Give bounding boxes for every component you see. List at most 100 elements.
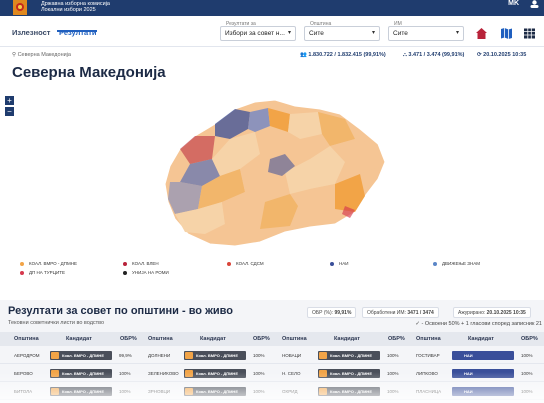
tab-turnout[interactable]: Излезност	[12, 28, 51, 37]
col-header[interactable]: Кандидат	[468, 336, 494, 342]
chevron-down-icon: ▾	[287, 30, 291, 36]
legend-dot	[20, 261, 24, 266]
party-logo-icon	[319, 352, 327, 359]
col-header[interactable]: Кандидат	[66, 336, 92, 342]
polling-stations-value: 3.471 / 3.474 (99,91%)	[408, 52, 465, 58]
table-row[interactable]	[0, 347, 544, 364]
region-tetovo[interactable]	[180, 136, 215, 164]
region-south-small[interactable]	[342, 206, 355, 218]
breadcrumb-label: Северна Македонија	[17, 52, 71, 58]
active-tab-indicator	[57, 30, 97, 32]
site-title-line2: Локални избори 2025	[41, 7, 96, 13]
legend-dot	[123, 270, 127, 275]
candidate-label: Коал. ВМРО - ДПМНЕ	[196, 353, 238, 358]
region-shtip[interactable]	[285, 146, 345, 194]
region-east[interactable]	[330, 139, 382, 174]
col-header[interactable]: Општина	[148, 336, 173, 342]
municipality-select[interactable]: Сите ▾	[304, 26, 380, 41]
results-for-select[interactable]: Избори за совет н... ▾	[220, 26, 296, 41]
region-struga[interactable]	[168, 182, 202, 214]
region-debar[interactable]	[198, 169, 245, 209]
legend-label: ДВИЖЕЊЕ ЗНАМ	[442, 261, 480, 266]
voters-stat: 👥 1.830.722 / 1.832.415 (99,91%)	[300, 52, 386, 58]
location-pin-icon: ⚲	[12, 52, 17, 58]
region-skopje-center[interactable]	[268, 108, 290, 132]
municipality-cell: НОВАЦИ	[282, 353, 302, 358]
voters-stat-value: 1.830.722 / 1.832.415 (99,91%)	[308, 52, 386, 58]
legend-dot	[433, 261, 437, 266]
region-center-west[interactable]	[212, 132, 260, 176]
legend-dot	[330, 261, 334, 266]
col-header[interactable]: Општина	[416, 336, 441, 342]
region-prilep[interactable]	[240, 169, 290, 202]
candidate-badge[interactable]: НАИ	[452, 351, 514, 360]
municipality-cell: АЕРОДРОМ	[14, 353, 40, 358]
candidate-label: Коал. ВМРО - ДПМНЕ	[330, 353, 372, 358]
language-switch[interactable]: MK	[508, 0, 519, 7]
processed-label: Обработени ИМ:	[367, 310, 406, 316]
zoom-in-button[interactable]: +	[5, 96, 14, 105]
updated-pill: Ажурирано: 20.10.2025 10:35	[453, 307, 531, 318]
region-central-east[interactable]	[268, 154, 295, 176]
chevron-down-icon: ▾	[455, 30, 459, 36]
updated-pill-value: 20.10.2025 10:35	[486, 310, 526, 316]
candidate-label: НАИ	[464, 353, 473, 358]
chevron-down-icon: ▾	[371, 30, 375, 36]
results-subtitle: Тековни советнички листи во водство	[8, 320, 105, 326]
polling-icon: ⛬	[403, 52, 407, 58]
region-bitola[interactable]	[222, 192, 265, 239]
user-icon[interactable]	[529, 0, 540, 8]
breadcrumb[interactable]: ⚲ Северна Македонија	[12, 52, 71, 58]
updated-stat: ⟳ 20.10.2025 10:35	[477, 52, 526, 58]
refresh-icon: ⟳	[477, 52, 482, 58]
turnout-value: 99,91%	[334, 310, 352, 316]
region-kumanovo[interactable]	[288, 112, 322, 139]
legend-item: УНИЈА НА РОМИ	[123, 270, 169, 275]
col-header[interactable]: ОБР%	[253, 336, 270, 342]
updated-value: 20.10.2025 10:35	[483, 52, 527, 58]
region-southeast[interactable]	[335, 174, 365, 212]
select-label-municipality: Општина	[310, 21, 332, 27]
municipality-map[interactable]	[150, 84, 400, 254]
region-gostivar[interactable]	[180, 159, 220, 186]
col-header[interactable]: Кандидат	[334, 336, 360, 342]
region-skopje-west[interactable]	[248, 108, 270, 132]
municipality-cell: ДОЛНЕНИ	[148, 353, 171, 358]
results-note: ✓ - Освоени 50% + 1 гласови според запис…	[415, 321, 542, 327]
polling-station-value: Сите	[393, 30, 408, 37]
candidate-badge[interactable]: Коал. ВМРО - ДПМНЕ	[318, 351, 380, 360]
party-logo-icon	[185, 352, 193, 359]
legend-dot	[123, 261, 127, 266]
region-ohrid[interactable]	[175, 202, 225, 234]
polling-station-select[interactable]: Сите ▾	[388, 26, 464, 41]
candidate-badge[interactable]: Коал. ВМРО - ДПМНЕ	[50, 351, 112, 360]
col-header[interactable]: Кандидат	[200, 336, 226, 342]
site-title: Државна изборна комисија Локални избори …	[41, 1, 110, 13]
table-icon[interactable]	[523, 27, 536, 40]
col-header[interactable]: Општина	[282, 336, 307, 342]
col-header[interactable]: ОБР%	[521, 336, 538, 342]
region-northwest[interactable]	[215, 109, 250, 139]
home-icon[interactable]	[475, 27, 488, 40]
col-header[interactable]: ОБР%	[388, 336, 405, 342]
percent-cell: 100%	[253, 353, 265, 358]
region-northeast[interactable]	[318, 112, 355, 146]
processed-pill: Обработени ИМ: 3471 / 3474	[362, 307, 439, 318]
tab-results[interactable]: Резултати	[59, 28, 97, 37]
table-header	[0, 332, 544, 346]
party-logo-icon	[453, 352, 461, 359]
zoom-out-button[interactable]: −	[5, 107, 14, 116]
map-icon[interactable]	[500, 27, 513, 40]
turnout-pill: ОБР (%): 99,91%	[307, 307, 357, 318]
select-label-results-for: Резултати за	[226, 21, 256, 27]
legend-item: ДП НА ТУРЦИТЕ	[20, 270, 65, 275]
col-header[interactable]: ОБР%	[120, 336, 137, 342]
col-header[interactable]: Општина	[14, 336, 39, 342]
region-strumica[interactable]	[298, 184, 335, 219]
region-kavadarci[interactable]	[260, 194, 298, 229]
legend-label: КОАЛ. СДСМ	[236, 261, 264, 266]
people-icon: 👥	[300, 52, 307, 58]
municipality-value: Сите	[309, 30, 324, 37]
candidate-badge[interactable]: Коал. ВМРО - ДПМНЕ	[184, 351, 246, 360]
municipality-cell: ГОСТИВАР	[416, 353, 440, 358]
